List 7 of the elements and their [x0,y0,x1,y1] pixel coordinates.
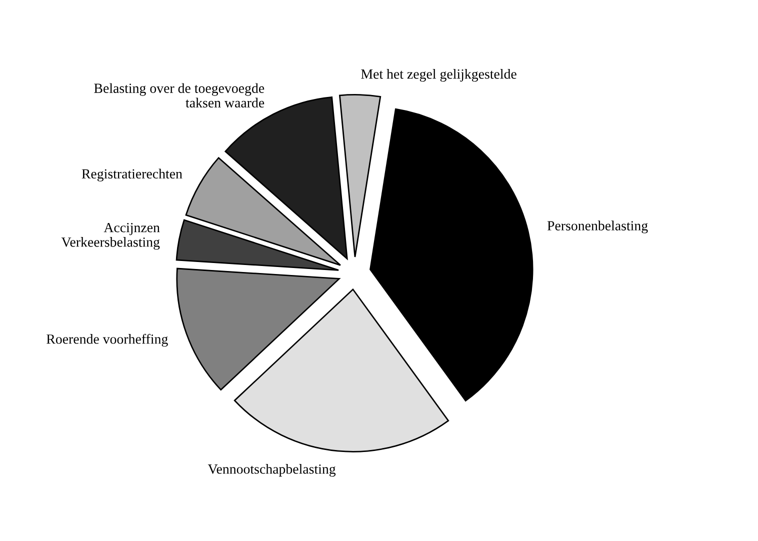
slice-label: Accijnzen Verkeersbelasting [61,222,160,250]
slice-label: Registratierechten [82,168,182,182]
slice-label: Roerende voorheffing [46,334,168,347]
slice-label: Met het zegel gelijkgestelde [361,68,516,82]
slice-label: Belasting over de toegevoegde taksen waarde [94,83,264,108]
slice-label: Personenbelasting [547,220,648,234]
slice-label: Vennootschapbelasting [208,464,336,477]
